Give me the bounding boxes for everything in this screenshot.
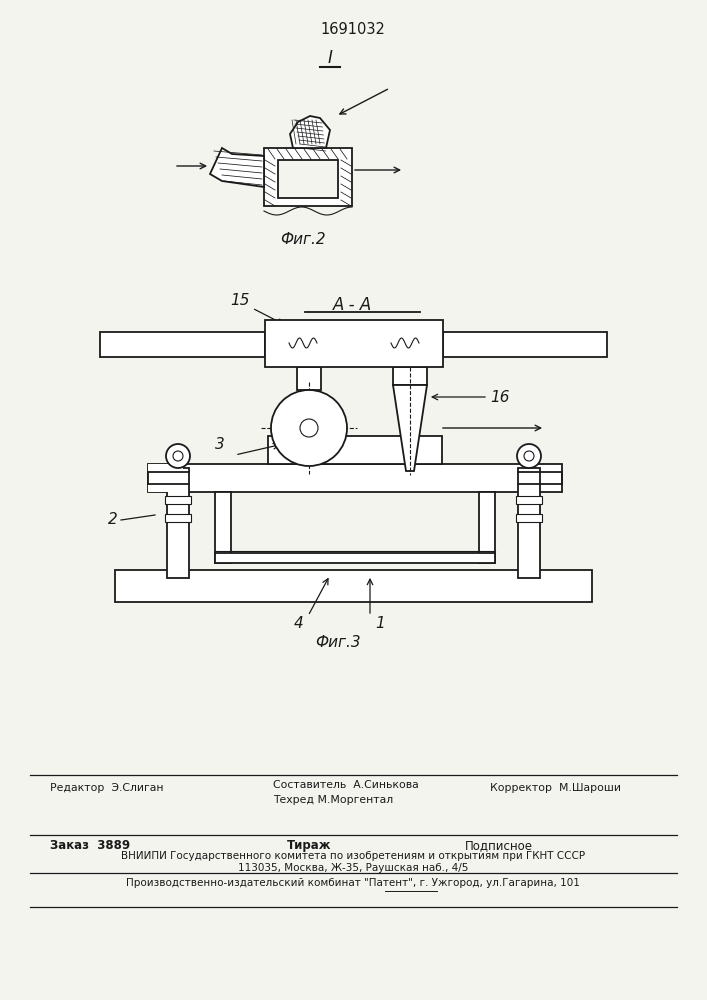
Text: Подписное: Подписное bbox=[465, 839, 533, 852]
Text: Техред М.Моргентал: Техред М.Моргентал bbox=[273, 795, 393, 805]
Text: A - A: A - A bbox=[334, 296, 373, 314]
Bar bbox=[215, 492, 231, 563]
Text: Тираж: Тираж bbox=[287, 839, 332, 852]
Text: 3: 3 bbox=[215, 437, 225, 452]
Bar bbox=[516, 514, 542, 522]
Circle shape bbox=[300, 419, 318, 437]
Text: Заказ  3889: Заказ 3889 bbox=[50, 839, 130, 852]
Bar bbox=[516, 496, 542, 504]
Bar bbox=[264, 148, 352, 206]
Text: I: I bbox=[327, 49, 332, 67]
Bar bbox=[100, 332, 265, 357]
Polygon shape bbox=[290, 116, 330, 148]
Bar bbox=[265, 320, 443, 367]
Circle shape bbox=[524, 451, 534, 461]
Circle shape bbox=[517, 444, 541, 468]
Text: Составитель  А.Синькова: Составитель А.Синькова bbox=[273, 780, 419, 790]
Circle shape bbox=[166, 444, 190, 468]
Text: 16: 16 bbox=[490, 389, 510, 404]
Bar bbox=[443, 332, 607, 357]
Bar bbox=[115, 570, 592, 602]
Bar bbox=[479, 492, 495, 563]
Text: 113035, Москва, Ж-35, Раушская наб., 4/5: 113035, Москва, Ж-35, Раушская наб., 4/5 bbox=[238, 863, 468, 873]
Bar bbox=[268, 436, 442, 464]
Bar bbox=[215, 553, 495, 563]
Text: 1: 1 bbox=[375, 616, 385, 631]
Polygon shape bbox=[393, 385, 427, 471]
Text: Фиг.3: Фиг.3 bbox=[315, 635, 361, 650]
Bar bbox=[393, 367, 427, 385]
Text: Корректор  М.Шароши: Корректор М.Шароши bbox=[490, 783, 621, 793]
Text: ВНИИПИ Государственного комитета по изобретениям и открытиям при ГКНТ СССР: ВНИИПИ Государственного комитета по изоб… bbox=[121, 851, 585, 861]
Bar bbox=[167, 468, 189, 578]
Bar bbox=[165, 496, 191, 504]
Text: Редактор  Э.Слиган: Редактор Э.Слиган bbox=[50, 783, 163, 793]
Bar bbox=[278, 160, 338, 198]
Text: 1691032: 1691032 bbox=[320, 22, 385, 37]
Bar bbox=[518, 468, 540, 578]
Text: Производственно-издательский комбинат "Патент", г. Ужгород, ул.Гагарина, 101: Производственно-издательский комбинат "П… bbox=[126, 878, 580, 888]
Bar bbox=[165, 514, 191, 522]
Bar bbox=[148, 464, 183, 492]
Text: 15: 15 bbox=[230, 293, 250, 308]
Bar bbox=[297, 367, 321, 390]
Text: Фиг.2: Фиг.2 bbox=[280, 232, 326, 247]
Bar bbox=[148, 464, 562, 492]
Text: 2: 2 bbox=[108, 512, 118, 528]
Circle shape bbox=[271, 390, 347, 466]
Polygon shape bbox=[210, 148, 264, 187]
Circle shape bbox=[173, 451, 183, 461]
Text: 4: 4 bbox=[293, 616, 303, 631]
